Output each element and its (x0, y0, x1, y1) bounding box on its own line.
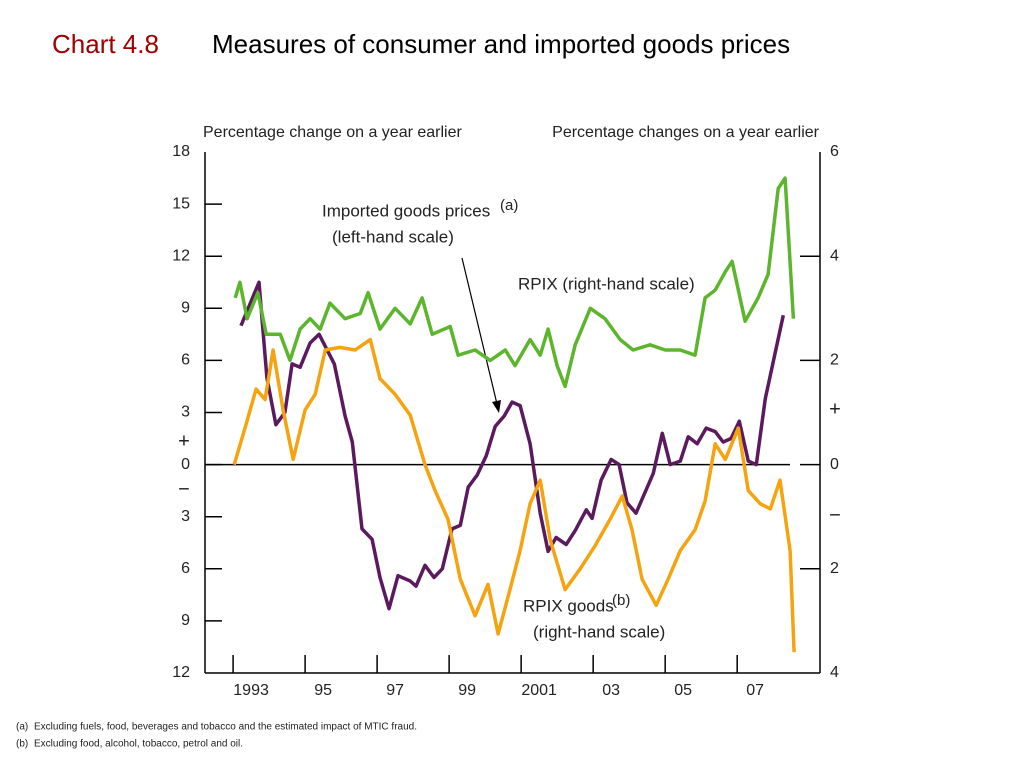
y-tick-label: 6 (181, 560, 190, 577)
y2-axis-label: Percentage changes on a year earlier (552, 124, 820, 141)
annotation: RPIX (right-hand scale) (518, 274, 695, 293)
y2-tick-label: 2 (830, 560, 839, 577)
annotation-note: (a) (500, 197, 518, 214)
y-tick-label: 3 (181, 404, 190, 421)
x-tick-label: 03 (602, 682, 620, 699)
series-line (232, 337, 796, 653)
y-tick-label: 3 (181, 508, 190, 525)
y-tick-label: 0 (181, 456, 190, 473)
x-tick-label: 99 (458, 682, 476, 699)
y2-tick-label: 6 (830, 143, 839, 160)
y-tick-label: 12 (172, 664, 190, 681)
annotation: (left-hand scale) (332, 227, 454, 246)
axis-sign: − (829, 504, 841, 526)
chart-number: Chart 4.8 (52, 29, 159, 59)
x-tick-label: 97 (386, 682, 404, 699)
y-tick-label: 6 (181, 352, 190, 369)
footnote-mark: (b) (16, 739, 28, 750)
axis-sign: + (829, 398, 841, 420)
y-tick-label: 18 (172, 143, 190, 160)
y2-tick-label: 4 (830, 247, 839, 264)
footnote-mark: (a) (16, 722, 28, 733)
y2-tick-label: 4 (830, 664, 839, 681)
chart-title: Measures of consumer and imported goods … (212, 29, 790, 59)
x-tick-label: 1993 (233, 682, 269, 699)
y-tick-label: 12 (172, 247, 190, 264)
x-tick-label: 07 (746, 682, 764, 699)
series-line (239, 280, 786, 611)
footnote: Excluding fuels, food, beverages and tob… (34, 722, 417, 733)
axis-sign: − (178, 478, 190, 500)
y2-tick-label: 0 (830, 456, 839, 473)
x-tick-label: 95 (314, 682, 332, 699)
y-tick-label: 9 (181, 612, 190, 629)
annotation: Imported goods prices (322, 201, 490, 220)
annotation: RPIX goods (523, 596, 614, 615)
x-tick-label: 2001 (521, 682, 557, 699)
y-tick-label: 9 (181, 300, 190, 317)
footnote: Excluding food, alcohol, tobacco, petrol… (34, 739, 243, 750)
y-tick-label: 15 (172, 195, 190, 212)
axis-sign: + (178, 430, 190, 452)
arrow-head (492, 400, 501, 413)
annotation-note: (b) (612, 592, 630, 609)
x-tick-label: 05 (674, 682, 692, 699)
annotation: (right-hand scale) (533, 622, 665, 641)
y2-tick-label: 2 (830, 352, 839, 369)
y-axis-label: Percentage change on a year earlier (203, 124, 463, 141)
series-line (233, 176, 796, 389)
annotation-arrow (461, 257, 498, 405)
